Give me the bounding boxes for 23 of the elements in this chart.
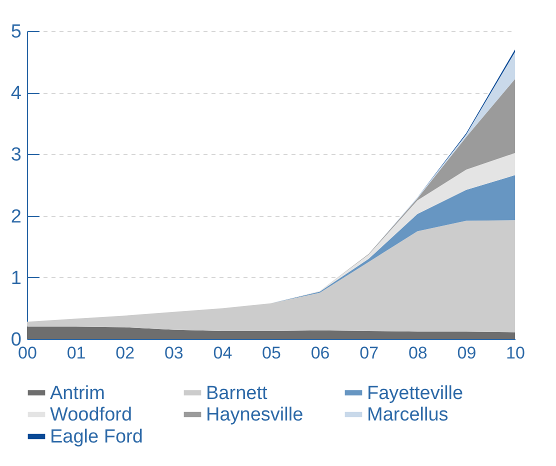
x-tick-label: 06	[310, 344, 330, 362]
y-tick-label: 3	[10, 144, 22, 166]
x-tick-label: 09	[457, 344, 476, 362]
x-tick-label: 05	[262, 344, 281, 362]
legend-label: Marcellus	[367, 404, 448, 426]
legend-label: Eagle Ford	[50, 426, 143, 448]
x-tick-label: 03	[164, 344, 184, 362]
legend-label: Woodford	[50, 404, 132, 426]
legend-label: Antrim	[50, 382, 105, 404]
y-tick-label: 1	[10, 268, 22, 289]
x-tick-label: 07	[360, 344, 379, 362]
y-tick-label: 2	[10, 206, 22, 228]
x-tick-label: 08	[408, 344, 428, 362]
y-tick-label: 4	[10, 83, 22, 104]
y-tick-label: 5	[10, 22, 22, 42]
x-tick-label: 04	[213, 344, 232, 362]
legend-label: Barnett	[206, 382, 268, 404]
x-tick-label: 01	[66, 344, 86, 362]
x-tick-label: 10	[506, 344, 525, 362]
legend-label: Haynesville	[206, 404, 304, 426]
legend-label: Fayetteville	[367, 382, 464, 404]
x-tick-label: 02	[116, 344, 135, 362]
x-tick-label: 00	[18, 344, 37, 362]
